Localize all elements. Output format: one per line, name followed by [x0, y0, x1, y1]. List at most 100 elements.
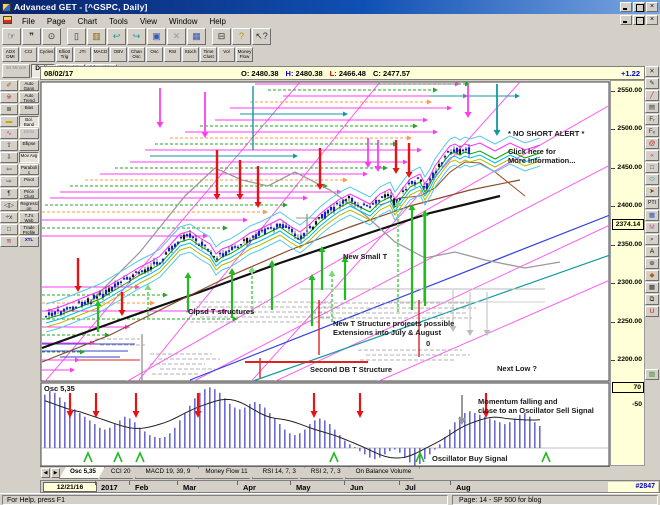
help-icon[interactable]: ?: [232, 28, 251, 45]
mob-button[interactable]: M: [645, 222, 659, 233]
sidebar-regression[interactable]: Regression: [19, 200, 39, 211]
sidebar-bol-band[interactable]: Bol. Band: [19, 116, 39, 127]
study-stoch[interactable]: Stoch: [182, 47, 199, 62]
sidebar-bias[interactable]: Bias: [19, 104, 39, 115]
hatch-icon[interactable]: ▤: [645, 102, 659, 113]
child-restore-button[interactable]: [633, 15, 645, 25]
sidebar-delta[interactable]: Delta: [19, 128, 39, 139]
study-time-clust[interactable]: Time Clust: [200, 47, 217, 62]
sidebar-trade-profile[interactable]: Trade Profile: [19, 224, 39, 235]
study-cci[interactable]: CCI: [20, 47, 37, 62]
pencil-icon[interactable]: ✎: [645, 78, 659, 89]
symbols-icon[interactable]: ※: [0, 92, 18, 103]
study-obv[interactable]: OBV: [110, 47, 127, 62]
sidebar-t-j-s-web[interactable]: T.J's Web: [19, 212, 39, 223]
minimize-button[interactable]: [620, 2, 632, 12]
tab-money-flow-11[interactable]: Money Flow 11: [194, 467, 256, 479]
back-icon[interactable]: ↩: [107, 28, 126, 45]
zoom-icon[interactable]: ⊕: [645, 258, 659, 269]
copy-window-icon[interactable]: ▣: [147, 28, 166, 45]
print-icon[interactable]: ⊟: [212, 28, 231, 45]
brush-icon[interactable]: ✐: [0, 80, 18, 91]
scan-icon[interactable]: ⌕: [645, 234, 659, 245]
arrow-down-icon[interactable]: ⇩: [0, 152, 18, 163]
study-chan-osc[interactable]: Chan Osc: [128, 47, 145, 62]
copy-icon[interactable]: ⧉: [645, 294, 659, 305]
tab-scroll-right[interactable]: ▶: [51, 468, 60, 478]
search-icon[interactable]: ⊙: [42, 28, 61, 45]
close-button[interactable]: ×: [646, 2, 658, 12]
undo-button[interactable]: U: [645, 306, 659, 317]
axis-settings-icon[interactable]: ▨: [645, 369, 659, 380]
open-page-icon[interactable]: ▥: [87, 28, 106, 45]
ellipse-icon[interactable]: ⬭: [645, 174, 659, 185]
chart-area[interactable]: * NO SHORT ALERT * Click here for More Inf…: [40, 80, 610, 467]
trendline-icon[interactable]: ╱: [645, 90, 659, 101]
gann-angles-icon[interactable]: «: [645, 150, 659, 161]
tab-rsi-2-7-3[interactable]: RSI 2, 7, 3: [300, 467, 350, 479]
tab-on-balance-volume[interactable]: On Balance Volume: [345, 467, 421, 479]
rectangle-icon[interactable]: □: [645, 162, 659, 173]
child-close-button[interactable]: ×: [646, 15, 658, 25]
delete-grid-icon[interactable]: ▩: [645, 282, 659, 293]
arrow-up-icon[interactable]: ⇧: [0, 140, 18, 151]
study-macd[interactable]: MACD: [92, 47, 109, 62]
study-osc[interactable]: Osc: [146, 47, 163, 62]
menu-chart[interactable]: Chart: [77, 17, 98, 26]
menu-file[interactable]: File: [22, 17, 35, 26]
context-help-icon[interactable]: ↖?: [252, 28, 271, 45]
arrow-right-icon[interactable]: ⇨: [0, 176, 18, 187]
box-icon[interactable]: □: [0, 224, 18, 235]
close-panel-icon[interactable]: ✕: [645, 66, 659, 77]
grid-icon[interactable]: ▦: [645, 210, 659, 221]
new-page-icon[interactable]: ▯: [67, 28, 86, 45]
study-vol[interactable]: Vol: [218, 47, 235, 62]
lines-icon[interactable]: ≋: [0, 236, 18, 247]
sidebar-ellipse[interactable]: Ellipse: [19, 140, 39, 151]
eraser-icon[interactable]: ◆: [645, 270, 659, 281]
restore-button[interactable]: [633, 2, 645, 12]
child-minimize-button[interactable]: [620, 15, 632, 25]
tab-cci-20[interactable]: CCI 20: [100, 467, 140, 479]
expand-icon[interactable]: ◁▷: [0, 200, 18, 211]
forward-icon[interactable]: ↪: [127, 28, 146, 45]
scroll-reset-icon[interactable]: ≣: [0, 104, 18, 115]
sidebar-price-clust[interactable]: Price Clust: [19, 188, 39, 199]
divide-icon[interactable]: ÷x: [0, 212, 18, 223]
sidebar-xtl[interactable]: XTL: [19, 236, 39, 247]
menu-page[interactable]: Page: [46, 17, 66, 26]
paragraph-icon[interactable]: ¶: [0, 188, 18, 199]
cursor-icon[interactable]: ☞: [2, 28, 21, 45]
fib-retracement-icon[interactable]: Fᵣ: [645, 114, 659, 125]
vector-icon[interactable]: ➤: [645, 186, 659, 197]
sidebar-auto-gann[interactable]: Auto Gann: [19, 80, 39, 91]
study-jti[interactable]: JTI: [74, 47, 91, 62]
menu-window[interactable]: Window: [169, 17, 198, 26]
arrow-left-icon[interactable]: ⇦: [0, 164, 18, 175]
study-highlight-icon[interactable]: ▬: [0, 116, 18, 127]
sidebar-mov-avg[interactable]: Mov Avg: [19, 152, 39, 163]
tab-macd-19-39-9[interactable]: MACD 19, 39, 9: [135, 467, 200, 479]
sidebar-pivot[interactable]: Pivot: [19, 176, 39, 187]
window-settings-icon[interactable]: ▦: [187, 28, 206, 45]
study-adx-dmi[interactable]: ADX DMI: [2, 47, 19, 62]
pti-button[interactable]: PTI: [645, 198, 659, 209]
child-window-icon[interactable]: [3, 16, 12, 24]
study-rsi[interactable]: RSI: [164, 47, 181, 62]
text-tool-icon[interactable]: A: [645, 246, 659, 257]
study-cycles[interactable]: Cycles: [38, 47, 55, 62]
delete-window-icon[interactable]: ✕: [167, 28, 186, 45]
tab-rsi-14-7-3[interactable]: RSI 14, 7, 3: [252, 467, 305, 479]
elliott-wave-icon[interactable]: ∿: [0, 128, 18, 139]
period-60-minute[interactable]: 60 Minute: [2, 64, 31, 78]
study-money-flow[interactable]: Money Flow: [236, 47, 253, 62]
sidebar-parabolic[interactable]: Parabolic: [19, 164, 39, 175]
menu-view[interactable]: View: [139, 17, 158, 26]
fib-extension-icon[interactable]: Fₑ: [645, 126, 659, 137]
quote-icon[interactable]: ❞: [22, 28, 41, 45]
study-elliott-trig[interactable]: Elliott Trig: [56, 47, 73, 62]
tab-scroll-left[interactable]: ◀: [41, 468, 50, 478]
cycle-icon[interactable]: @: [645, 138, 659, 149]
menu-help[interactable]: Help: [209, 17, 226, 26]
tab-osc-5-35[interactable]: Osc 5,35: [59, 467, 105, 479]
